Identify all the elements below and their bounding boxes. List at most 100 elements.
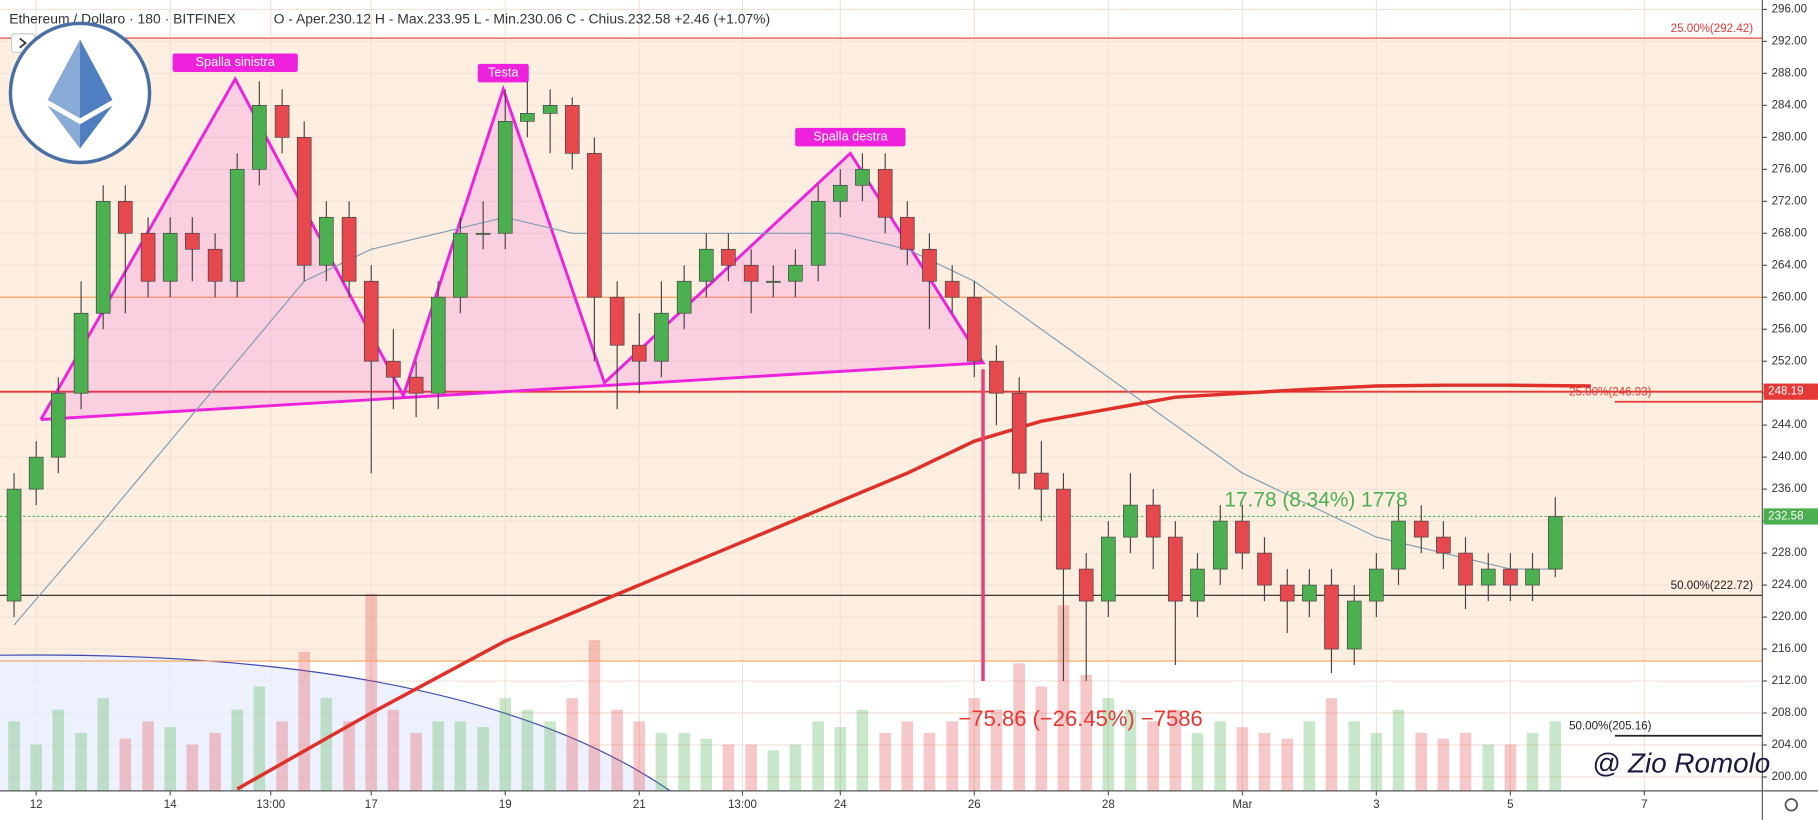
volume-bar — [298, 651, 311, 791]
volume-bar — [164, 727, 177, 791]
candle-body — [28, 456, 44, 490]
y-tick-label: 284.00 — [1772, 99, 1807, 111]
chart-title: Ethereum / Dollaro · 180 · BITFINEX — [9, 11, 235, 27]
volume-bar — [1370, 732, 1383, 791]
volume-bar — [856, 709, 869, 791]
fib-arc — [0, 654, 671, 792]
moving-average — [236, 383, 1591, 791]
short-level-label: 25.00%(246.93) — [1569, 387, 1652, 399]
logo-facet — [80, 105, 113, 149]
volume-bar — [1080, 674, 1093, 791]
candle-body — [1369, 568, 1384, 602]
y-tick-label: 288.00 — [1772, 67, 1807, 79]
y-tick-label: 276.00 — [1772, 163, 1807, 175]
candle-body — [900, 216, 915, 250]
volume-bar — [1147, 721, 1160, 791]
volume-bar — [1236, 727, 1249, 791]
candle-body — [1123, 504, 1138, 538]
volume-bar — [789, 744, 802, 791]
volume-bar — [1526, 732, 1539, 791]
volume-bar — [968, 698, 981, 791]
candle-body — [408, 376, 424, 394]
candle-body — [564, 105, 580, 154]
volume-bar — [231, 709, 244, 791]
candle-body — [50, 392, 66, 458]
y-tick-label: 292.00 — [1772, 35, 1807, 47]
volume-bar — [521, 709, 534, 791]
candle-body — [542, 105, 558, 114]
y-tick-label: 244.00 — [1772, 419, 1807, 431]
volume-bar — [834, 727, 847, 791]
fib-arc-fill — [0, 654, 671, 791]
volume-bar — [1191, 732, 1204, 791]
y-tick-label: 200.00 — [1772, 771, 1807, 783]
volume-bar — [655, 732, 668, 791]
collapse-icon — [19, 37, 27, 49]
candle-body — [1391, 520, 1406, 570]
axes: 200.00 204.00 208.00 212.00 216.00 220.00 224.… — [30, 3, 1818, 811]
y-tick-label: 296.00 — [1772, 3, 1807, 15]
pattern-label-box — [795, 127, 906, 147]
candle-body — [1190, 568, 1205, 602]
volume-bar — [1415, 732, 1428, 791]
volume-bar — [387, 709, 400, 791]
x-tick-label: Mar — [1232, 799, 1252, 811]
x-tick-label: 21 — [633, 799, 646, 811]
candle-body — [698, 248, 714, 282]
price-tag-label: 232.58 — [1768, 511, 1803, 523]
volume-bar — [8, 721, 20, 791]
candle-body — [95, 200, 111, 314]
pattern-label-box — [477, 63, 529, 83]
volume-bar — [454, 721, 467, 791]
volume-bar — [1124, 709, 1137, 791]
x-tick-label: 14 — [164, 799, 177, 811]
candle-body — [1547, 516, 1563, 570]
y-tick-label: 224.00 — [1772, 579, 1807, 591]
y-tick-label: 208.00 — [1772, 707, 1807, 719]
volume-bar — [209, 732, 221, 791]
volume-bar — [923, 732, 936, 791]
x-tick-label: 19 — [499, 799, 512, 811]
volume-bar — [901, 721, 914, 791]
volume-bar — [410, 732, 422, 791]
y-tick-label: 212.00 — [1772, 675, 1807, 687]
pattern-fill — [40, 78, 984, 420]
candle-body — [1480, 568, 1496, 586]
annotation: 17.78 (8.34%) 1778 — [1224, 489, 1407, 512]
candle-body — [877, 168, 893, 218]
volume-bar — [119, 738, 132, 791]
volume-bar — [186, 744, 199, 791]
settings-icon[interactable] — [1784, 798, 1798, 812]
y-tick-label: 280.00 — [1772, 131, 1807, 143]
volume-bar — [1013, 663, 1026, 791]
candle-body — [475, 232, 491, 235]
candle-body — [341, 216, 357, 282]
moving-average — [13, 216, 1556, 626]
candle-body — [1145, 504, 1161, 538]
plot: 25.00%(292.42) 50.00%(222.72) 25.00%(246.9… — [0, 23, 1763, 791]
volume-bar — [767, 750, 780, 791]
x-tick-label: 13:00 — [728, 799, 757, 811]
candle-body — [162, 232, 178, 282]
y-tick-label: 268.00 — [1772, 227, 1807, 239]
candle-body — [1056, 488, 1071, 570]
volume-bar — [1549, 721, 1562, 791]
volume-bar — [1057, 605, 1070, 791]
y-tick-label: 228.00 — [1772, 547, 1807, 559]
y-tick-label: 216.00 — [1772, 643, 1807, 655]
candle-body — [721, 248, 736, 266]
volume-bar — [990, 709, 1003, 791]
candle-body — [185, 232, 200, 250]
volume-bar — [142, 721, 154, 791]
y-tick-label: 264.00 — [1772, 259, 1807, 271]
candle-body — [743, 264, 759, 282]
y-tick-label: 236.00 — [1772, 483, 1807, 495]
volume-bar — [678, 732, 690, 791]
candle-body — [855, 168, 870, 186]
candle-body — [1078, 568, 1094, 602]
price-tag — [1763, 508, 1818, 525]
volume-bar — [1214, 721, 1227, 791]
ohlc-readout: O - Aper.230.12 H - Max.233.95 L - Min.2… — [274, 11, 771, 27]
candle-body — [1101, 536, 1116, 602]
